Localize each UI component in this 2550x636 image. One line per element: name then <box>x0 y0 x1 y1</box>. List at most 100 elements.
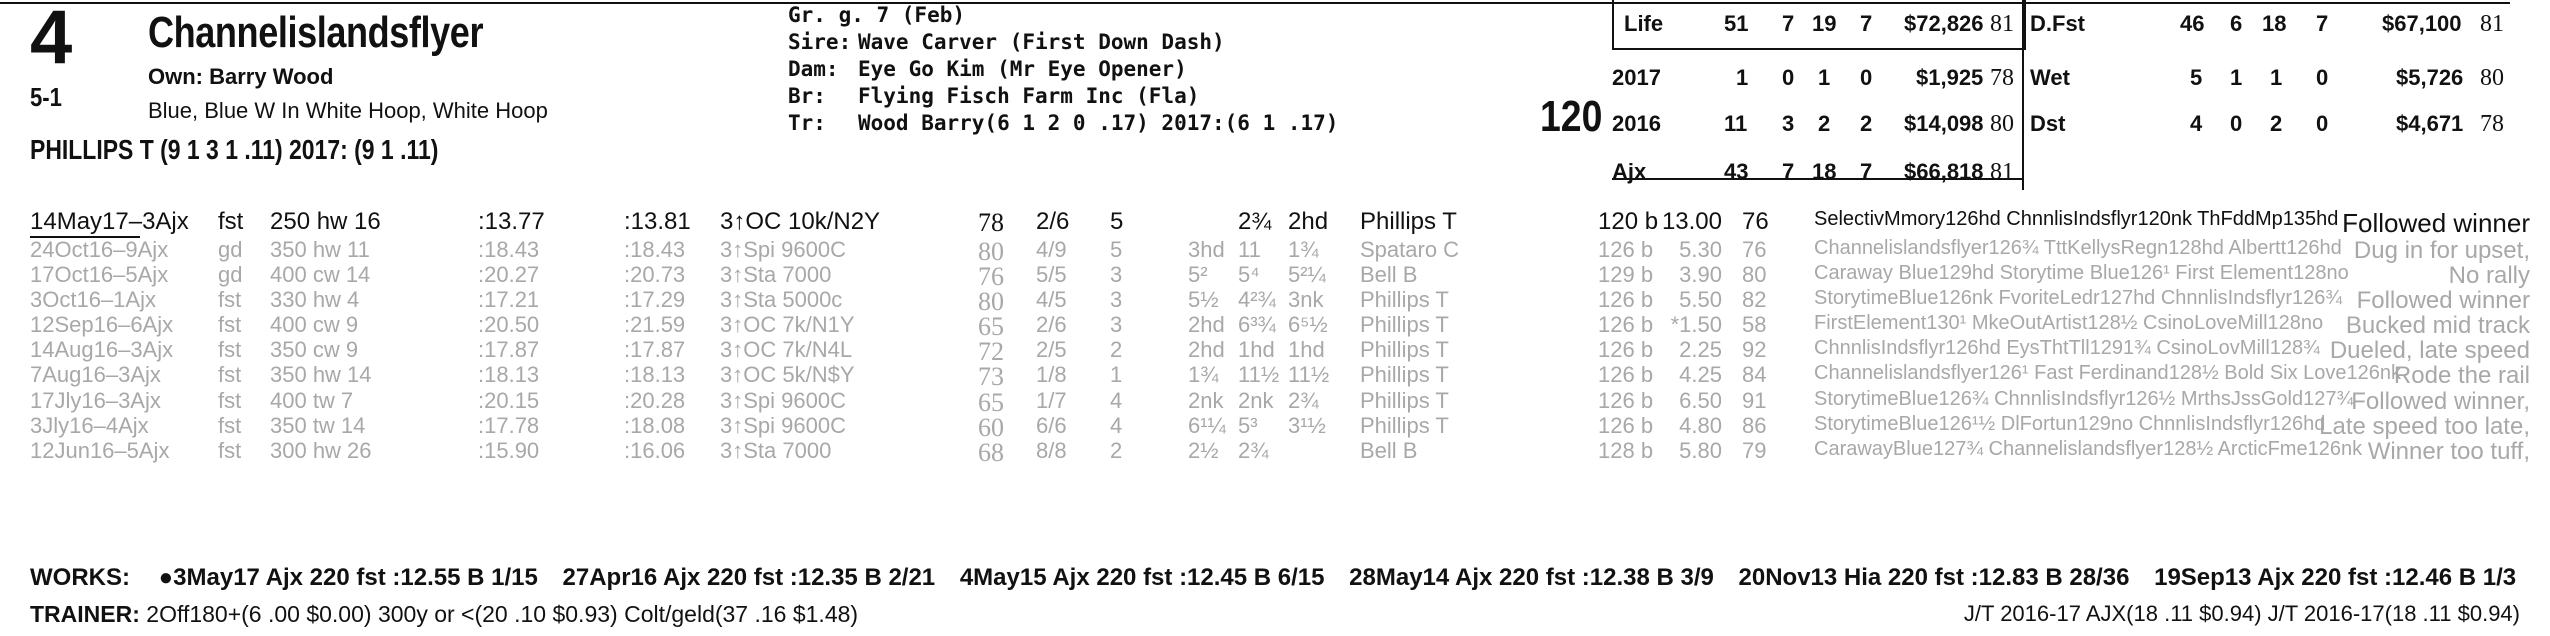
breeding-line: Sire: Wave Carver (First Down Dash) <box>788 30 1225 54</box>
pp-f1: :17.21 <box>478 287 540 312</box>
pp-jockey: Phillips T <box>1360 312 1449 337</box>
pp-pp: 6/6 <box>1036 413 1067 438</box>
table-row: 3Jly16–4Ajx fst 350 tw 14:17.78:18.08 3↑Spi… <box>30 413 2530 443</box>
pp-fin: 3nk <box>1288 287 1324 312</box>
pp-pp: 2/6 <box>1036 312 1067 337</box>
pp-trip: Channelislandsflyer126¹ Fast Ferdinand12… <box>1814 362 2402 384</box>
pp-pp: 2/5 <box>1036 337 1067 362</box>
pp-fin: 2¾ <box>1288 388 1319 413</box>
table-row: 14Aug16–3Ajx fst 350 cw 9:17.87:17.87 3↑OC … <box>30 337 2530 367</box>
pp-sp2: 76 <box>1742 237 1767 262</box>
pp-jockey: Bell B <box>1360 262 1418 287</box>
assigned-weight: 120 <box>1540 92 1603 141</box>
breeding-line: Dam: Eye Go Kim (Mr Eye Opener) <box>788 57 1187 81</box>
work-entry: 27Apr16 Ajx 220 fst :12.35 B 2/21 <box>562 564 936 591</box>
pp-fin: 5²¼ <box>1288 262 1326 287</box>
pp-odds: *1.50 <box>1670 312 1722 337</box>
pp-dist: 300 hw 26 <box>270 438 372 463</box>
pp-trip: Caraway Blue129hd Storytime Blue126¹ Fir… <box>1814 262 2349 284</box>
pp-odds: 5.50 <box>1679 287 1722 312</box>
work-entry: 28May14 Ajx 220 fst :12.38 B 3/9 <box>1349 564 1714 591</box>
pp-f1: :17.87 <box>478 337 540 362</box>
pp-f1: :15.90 <box>478 438 540 463</box>
pp-c1: 1¾ <box>1188 362 1219 387</box>
pp-comment: Followed winner <box>2342 208 2530 238</box>
pp-date: 3Jly16–4Ajx <box>30 413 149 438</box>
pp-comment: Followed winner, <box>2351 388 2530 415</box>
pp-st: 5 <box>1110 208 1124 235</box>
stats-vertical-divider <box>2022 0 2024 190</box>
pp-fin: 2hd <box>1288 208 1329 235</box>
pp-c2: 6³¾ <box>1238 312 1276 337</box>
pp-fin: 3¹½ <box>1288 413 1326 438</box>
pp-pp: 5/5 <box>1036 262 1067 287</box>
pp-trip: ChnnlisIndsflyr126hd EysThtTll1291¾ Csin… <box>1814 337 2320 359</box>
pp-trip: Channelislandsflyer126¾ TttKellysRegn128… <box>1814 237 2342 259</box>
pp-c1: 2nk <box>1188 388 1224 413</box>
pp-race: 3↑OC 5k/N$Y <box>720 362 855 387</box>
pp-comment: Winner too tuff, <box>2367 438 2530 465</box>
pp-f2: :21.59 <box>624 312 686 337</box>
pp-trip: StorytimeBlue126¾ ChnnlisIndsflyr126½ Mr… <box>1814 388 2354 410</box>
pp-spd: 78 <box>978 208 1004 237</box>
pp-date: 7Aug16–3Ajx <box>30 362 161 387</box>
pp-fin: 6⁵½ <box>1288 312 1328 337</box>
stats-row-life: Life 51 7 19 7 $72,826 81 <box>1624 11 2014 37</box>
first-row-underline <box>30 236 140 238</box>
owner: Own: Barry Wood <box>148 64 334 89</box>
pp-pp: 8/8 <box>1036 438 1067 463</box>
pp-st: 3 <box>1110 262 1123 287</box>
pp-wt: 126 b <box>1598 362 1654 387</box>
pp-sp2: 84 <box>1742 362 1767 387</box>
breeding-line: Tr: Wood Barry(6 1 2 0 .17) 2017:(6 1 .17… <box>788 111 1339 135</box>
pp-sp2: 92 <box>1742 337 1767 362</box>
work-entry: 20Nov13 Hia 220 fst :12.83 B 28/36 <box>1738 564 2130 591</box>
pp-pp: 4/5 <box>1036 287 1067 312</box>
pp-race: 3↑Sta 5000c <box>720 287 843 312</box>
pp-wt: 129 b <box>1598 262 1654 287</box>
pp-st: 3 <box>1110 312 1123 337</box>
pp-st: 2 <box>1110 438 1123 463</box>
pp-comment: Followed winner <box>2356 287 2530 314</box>
pp-f2: :18.08 <box>624 413 686 438</box>
pp-f2: :18.43 <box>624 237 686 262</box>
pp-wt: 120 b <box>1598 208 1659 235</box>
pp-c2: 5³ <box>1238 413 1258 438</box>
pp-spd: 72 <box>978 337 1004 366</box>
pp-st: 2 <box>1110 337 1123 362</box>
pp-comment: Rode the rail <box>2393 362 2530 389</box>
pp-c2: 11½ <box>1238 362 1280 387</box>
pp-date: 12Jun16–5Ajx <box>30 438 170 463</box>
table-row: 17Oct16–5Ajx gd 400 cw 14:20.27:20.73 3↑Sta… <box>30 262 2530 292</box>
breeding-line: Gr. g. 7 (Feb) <box>788 3 966 27</box>
pp-odds: 5.80 <box>1679 438 1722 463</box>
pp-cond: fst <box>218 337 242 362</box>
pp-pp: 1/7 <box>1036 388 1067 413</box>
trainer-stats: 2Off180+(6 .00 $0.00) 300y or <(20 .10 $… <box>146 601 859 627</box>
table-row: 3Oct16–1Ajx fst 330 hw 4:17.21:17.29 3↑Sta … <box>30 287 2530 317</box>
pp-date: 14May17–3Ajx <box>30 208 189 235</box>
pp-st: 3 <box>1110 287 1123 312</box>
pp-cond: fst <box>218 287 242 312</box>
pp-race: 3↑OC 10k/N2Y <box>720 208 881 235</box>
pp-f2: :16.06 <box>624 438 686 463</box>
pp-wt: 126 b <box>1598 388 1654 413</box>
table-row: 12Jun16–5Ajx fst 300 hw 26:15.90:16.06 3↑St… <box>30 438 2530 468</box>
pp-pp: 2/6 <box>1036 208 1070 235</box>
pp-c1: 2½ <box>1188 438 1219 463</box>
pp-fin: 1hd <box>1288 337 1325 362</box>
pp-cond: fst <box>218 388 242 413</box>
pp-spd: 73 <box>978 362 1004 391</box>
pp-race: 3↑OC 7k/N4L <box>720 337 853 362</box>
pp-pp: 1/8 <box>1036 362 1067 387</box>
pp-c1: 5½ <box>1188 287 1219 312</box>
pp-jockey: Phillips T <box>1360 388 1449 413</box>
pp-st: 1 <box>1110 362 1123 387</box>
pp-date: 12Sep16–6Ajx <box>30 312 174 337</box>
pp-trip: StorytimeBlue126nk FvoriteLedr127hd Chnn… <box>1814 287 2343 309</box>
pp-c1: 2hd <box>1188 312 1225 337</box>
pp-c2: 2¾ <box>1238 208 1272 235</box>
pp-trip: FirstElement130¹ MkeOutArtist128½ CsinoL… <box>1814 312 2324 334</box>
pp-wt: 126 b <box>1598 312 1654 337</box>
pp-date: 24Oct16–9Ajx <box>30 237 169 262</box>
